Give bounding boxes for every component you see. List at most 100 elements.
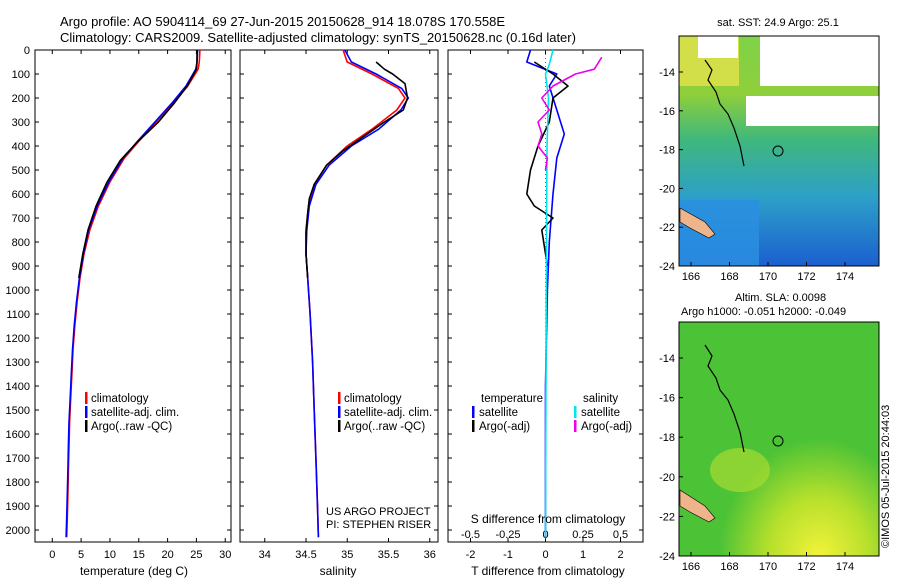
- sla-map-frame: [678, 321, 880, 557]
- x-tick-label: 0: [49, 549, 55, 561]
- depth-tick-label: 1200: [6, 333, 30, 345]
- sst-cool-patch: [679, 200, 759, 266]
- map-lon-tick-label: 166: [682, 561, 700, 573]
- x-tick-label: 2: [617, 549, 623, 561]
- x-tick-label: 20: [161, 549, 173, 561]
- series-line-climatology: [65, 49, 201, 538]
- x-tick-label: 5: [78, 549, 84, 561]
- legend-s-satellite-label: satellite: [581, 407, 620, 419]
- series-line-satellite-adj-clim-: [65, 49, 199, 538]
- depth-tick-label: 100: [12, 69, 30, 81]
- legend-satellite-swatch: [338, 406, 341, 418]
- legend-satellite-label: satellite-adj. clim.: [91, 407, 179, 419]
- map-lat-tick-label: -22: [659, 511, 675, 523]
- x-tick-label: -1: [503, 549, 513, 561]
- depth-tick-label: 0: [24, 45, 30, 57]
- s-difference-axis-label: S difference from climatology: [471, 512, 626, 526]
- depth-tick-label: 1500: [6, 405, 30, 417]
- legend-climatology-swatch: [338, 392, 341, 404]
- legend-argo-label: Argo(..raw -QC): [91, 421, 172, 433]
- map-lon-tick-label: 174: [836, 561, 854, 573]
- depth-tick-label: 400: [12, 141, 30, 153]
- x-tick-label: 1: [580, 549, 586, 561]
- map-lat-tick-label: -16: [659, 106, 675, 118]
- map-lat-tick-label: -20: [659, 472, 675, 484]
- depth-tick-label: 700: [12, 213, 30, 225]
- island-chain: [704, 344, 745, 453]
- map-lat-tick-label: -14: [659, 67, 675, 79]
- x-tick-label: 0: [542, 549, 548, 561]
- credit-line1: US ARGO PROJECT: [326, 506, 431, 518]
- sla-anomaly-patch: [710, 448, 770, 492]
- temperature-panel-frame: [34, 49, 232, 543]
- island-landmass: [679, 207, 716, 239]
- depth-axis: 0 100 200 300 400 500 600 700 800 900 1000 1100 1200…: [6, 45, 643, 537]
- argo-location-marker: [772, 145, 784, 157]
- plot-title-line2: Climatology: CARS2009. Satellite-adjuste…: [60, 30, 576, 45]
- sla-map-title-line1: Altim. SLA: 0.0098: [735, 292, 826, 304]
- legend-salinity-header: salinity: [583, 393, 618, 405]
- x-tick-label: 15: [133, 549, 145, 561]
- series-line-argo-raw-qc-: [78, 50, 198, 279]
- x-tick-label: 35.5: [378, 549, 399, 561]
- legend-t-satellite-swatch: [472, 406, 475, 418]
- temperature-profile-plot: 0 5 10 15 20 25 30: [49, 49, 231, 561]
- s-diff-tick-label: -0.25: [495, 529, 520, 541]
- map-lon-tick-label: 168: [720, 561, 738, 573]
- salinity-profile-plot: 34 34.5 35 35.5 36: [259, 49, 436, 561]
- depth-tick-label: 1700: [6, 453, 30, 465]
- temperature-axis-label: temperature (deg C): [80, 564, 188, 578]
- map-lon-tick-label: 172: [797, 271, 815, 283]
- map-lon-tick-label: 168: [720, 271, 738, 283]
- series-line-satellite: [525, 49, 566, 538]
- depth-tick-label: 800: [12, 237, 30, 249]
- t-difference-axis-label: T difference from climatology: [471, 564, 625, 578]
- legend-s-satellite-swatch: [574, 406, 577, 418]
- sst-cloud-mask: [698, 36, 738, 58]
- s-diff-tick-label: 0.25: [572, 529, 593, 541]
- map-lat-tick-label: -22: [659, 222, 675, 234]
- map-lon-tick-label: 170: [759, 271, 777, 283]
- legend-satellite-swatch: [85, 406, 88, 418]
- depth-tick-label: 500: [12, 165, 30, 177]
- x-tick-label: 35: [341, 549, 353, 561]
- credit-line2: PI: STEPHEN RISER: [326, 519, 432, 531]
- salinity-legend: climatology satellite-adj. clim. Argo(..…: [338, 392, 432, 433]
- depth-tick-label: 1900: [6, 501, 30, 513]
- legend-s-argo-swatch: [574, 420, 577, 432]
- legend-t-argo-swatch: [472, 420, 475, 432]
- series-line-satellite-adj-clim-: [305, 49, 410, 538]
- legend-climatology-label: climatology: [344, 393, 402, 405]
- map-lat-tick-label: -18: [659, 432, 675, 444]
- map-lat-tick-label: -18: [659, 145, 675, 157]
- map-lat-tick-label: -14: [659, 353, 675, 365]
- difference-legend: temperature satellite Argo(-adj) salinit…: [472, 393, 632, 433]
- sst-cloud-mask: [760, 36, 879, 86]
- legend-satellite-label: satellite-adj. clim.: [344, 407, 432, 419]
- salinity-axis-label: salinity: [320, 564, 357, 578]
- x-tick-label: 34: [259, 549, 271, 561]
- plot-title-line1: Argo profile: AO 5904114_69 27-Jun-2015 …: [60, 14, 506, 29]
- map-lon-tick-label: 166: [682, 271, 700, 283]
- x-tick-label: 10: [104, 549, 116, 561]
- legend-argo-swatch: [85, 420, 88, 432]
- series-line-satellite: [544, 49, 554, 538]
- island-landmass: [679, 489, 716, 523]
- argo-location-marker: [772, 435, 784, 447]
- sst-map-axes: 166 168 170 172 174 -14 -16 -18 -20 -22 -24: [659, 67, 854, 283]
- map-lat-tick-label: -20: [659, 183, 675, 195]
- sst-map-frame: [678, 35, 880, 267]
- map-lat-tick-label: -24: [659, 551, 675, 563]
- legend-climatology-label: climatology: [91, 393, 149, 405]
- legend-argo-swatch: [338, 420, 341, 432]
- legend-climatology-swatch: [85, 392, 88, 404]
- island-chain: [704, 59, 745, 167]
- map-lon-tick-label: 170: [759, 561, 777, 573]
- legend-argo-label: Argo(..raw -QC): [344, 421, 425, 433]
- salinity-panel-frame: [239, 49, 439, 543]
- depth-tick-label: 900: [12, 261, 30, 273]
- map-lat-tick-label: -16: [659, 393, 675, 405]
- s-diff-tick-label: -0.5: [461, 529, 480, 541]
